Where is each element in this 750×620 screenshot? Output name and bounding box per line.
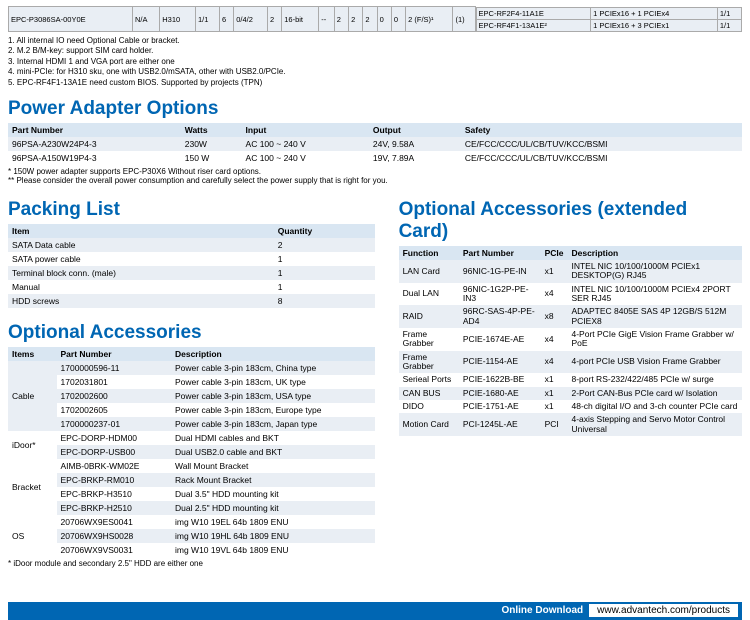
optional-accessories-title: Optional Accessories <box>8 322 375 344</box>
left-column: Packing List ItemQuantitySATA Data cable… <box>8 193 375 576</box>
packing-list-title: Packing List <box>8 199 375 221</box>
power-adapter-title: Power Adapter Options <box>8 98 742 120</box>
idoor-note: * iDoor module and secondary 2.5" HDD ar… <box>8 559 375 568</box>
packing-list-table: ItemQuantitySATA Data cable2SATA power c… <box>8 224 375 308</box>
power-notes: * 150W power adapter supports EPC-P30X6 … <box>8 167 742 185</box>
extended-card-table: FunctionPart NumberPCIeDescriptionLAN Ca… <box>399 246 742 436</box>
top-notes: 1. All internal IO need Optional Cable o… <box>8 36 742 88</box>
extended-card-title: Optional Accessories (extended Card) <box>399 199 742 243</box>
two-column-layout: Packing List ItemQuantitySATA Data cable… <box>8 193 742 576</box>
footer-url[interactable]: www.advantech.com/products <box>589 604 738 617</box>
footer-bar: Online Download www.advantech.com/produc… <box>8 602 742 620</box>
optional-accessories-table: ItemsPart NumberDescriptionCable17000005… <box>8 347 375 557</box>
right-column: Optional Accessories (extended Card) Fun… <box>399 193 742 576</box>
top-fragment: EPC-P3086SA-00Y0EN/AH3101/160/4/2216-bit… <box>8 6 742 32</box>
footer-label: Online Download <box>501 605 583 616</box>
power-adapter-table: Part NumberWattsInputOutputSafety96PSA-A… <box>8 123 742 165</box>
